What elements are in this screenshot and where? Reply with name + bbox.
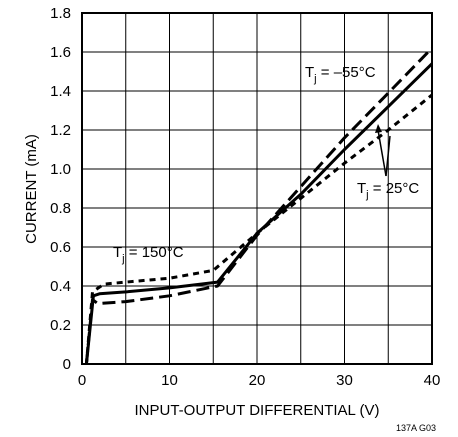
y-tick-label: 0.4 bbox=[50, 278, 71, 295]
y-tick-label: 0 bbox=[63, 356, 71, 373]
annotations: Tj = –55°C Tj = 25°C Tj = 150°C bbox=[113, 64, 419, 265]
x-tick-label: 10 bbox=[161, 372, 178, 389]
series-line-tj_-55 bbox=[84, 47, 434, 365]
y-tick-label: 1.2 bbox=[50, 122, 71, 139]
leader-line bbox=[385, 135, 391, 177]
figure-code: 137A G03 bbox=[396, 423, 436, 433]
plot-frame bbox=[81, 12, 433, 365]
leader-line bbox=[377, 129, 387, 177]
tick-labels: 0 10 20 30 40 0 0.2 0.4 0.6 0.8 1.0 1.2 1.4 1.6 1.8 bbox=[50, 5, 440, 389]
y-axis-label: CURRENT (mA) bbox=[23, 134, 40, 244]
arrow-head-icon bbox=[375, 124, 382, 133]
x-axis-label: INPUT-OUTPUT DIFFERENTIAL (V) bbox=[134, 402, 379, 419]
y-tick-label: 0.8 bbox=[50, 200, 71, 217]
annotation-tj-minus55: Tj = –55°C bbox=[305, 64, 376, 85]
series-line-tj_25 bbox=[84, 62, 434, 365]
x-tick-label: 40 bbox=[424, 372, 441, 389]
y-tick-label: 0.2 bbox=[50, 317, 71, 334]
series-line-tj_150 bbox=[84, 93, 433, 365]
y-tick-label: 1.8 bbox=[50, 5, 71, 22]
x-tick-label: 30 bbox=[336, 372, 353, 389]
y-tick-label: 1.4 bbox=[50, 83, 71, 100]
x-tick-label: 20 bbox=[249, 372, 266, 389]
y-tick-label: 1.6 bbox=[50, 44, 71, 61]
x-tick-label: 0 bbox=[78, 372, 86, 389]
y-tick-label: 0.6 bbox=[50, 239, 71, 256]
grid bbox=[82, 13, 432, 364]
annotation-tj-150: Tj = 150°C bbox=[113, 244, 184, 265]
curves bbox=[84, 47, 434, 365]
y-tick-label: 1.0 bbox=[50, 161, 71, 178]
annotation-tj-25: Tj = 25°C bbox=[357, 180, 419, 201]
